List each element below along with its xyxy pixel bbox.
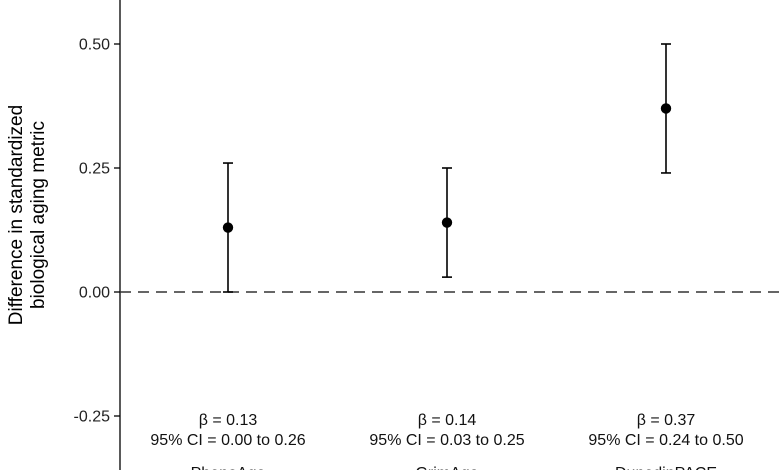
y-tick-label: 0.50 — [79, 37, 110, 54]
y-axis-title-line-1: Difference in standardized — [6, 105, 27, 325]
y-tick-label: -0.25 — [74, 409, 111, 426]
y-tick-label: 0.25 — [79, 161, 110, 178]
y-ticks: 0.50 0.25 0.00 -0.25 — [74, 37, 120, 426]
estimate-annotation-ci: 95% CI = 0.03 to 0.25 — [369, 432, 524, 449]
x-category-label: GrimAge — [415, 465, 478, 470]
x-category-label: PhenoAge — [191, 465, 266, 470]
estimate-annotation-ci: 95% CI = 0.00 to 0.26 — [150, 432, 305, 449]
y-axis-title-line-2: biological aging metric — [28, 121, 49, 309]
point-estimate — [222, 222, 234, 233]
estimate-annotation-beta: β = 0.37 — [637, 412, 696, 429]
estimate-annotation-beta: β = 0.13 — [199, 412, 258, 429]
y-tick-label: 0.00 — [79, 285, 110, 302]
x-category-label: DunedinPACE — [615, 465, 717, 470]
point-estimate — [441, 217, 453, 228]
estimates: β = 0.13 95% CI = 0.00 to 0.26 PhenoAge β =… — [150, 43, 744, 470]
point-estimate — [660, 103, 672, 114]
estimate-annotation-ci: 95% CI = 0.24 to 0.50 — [588, 432, 743, 449]
estimate-annotation-beta: β = 0.14 — [418, 412, 477, 429]
